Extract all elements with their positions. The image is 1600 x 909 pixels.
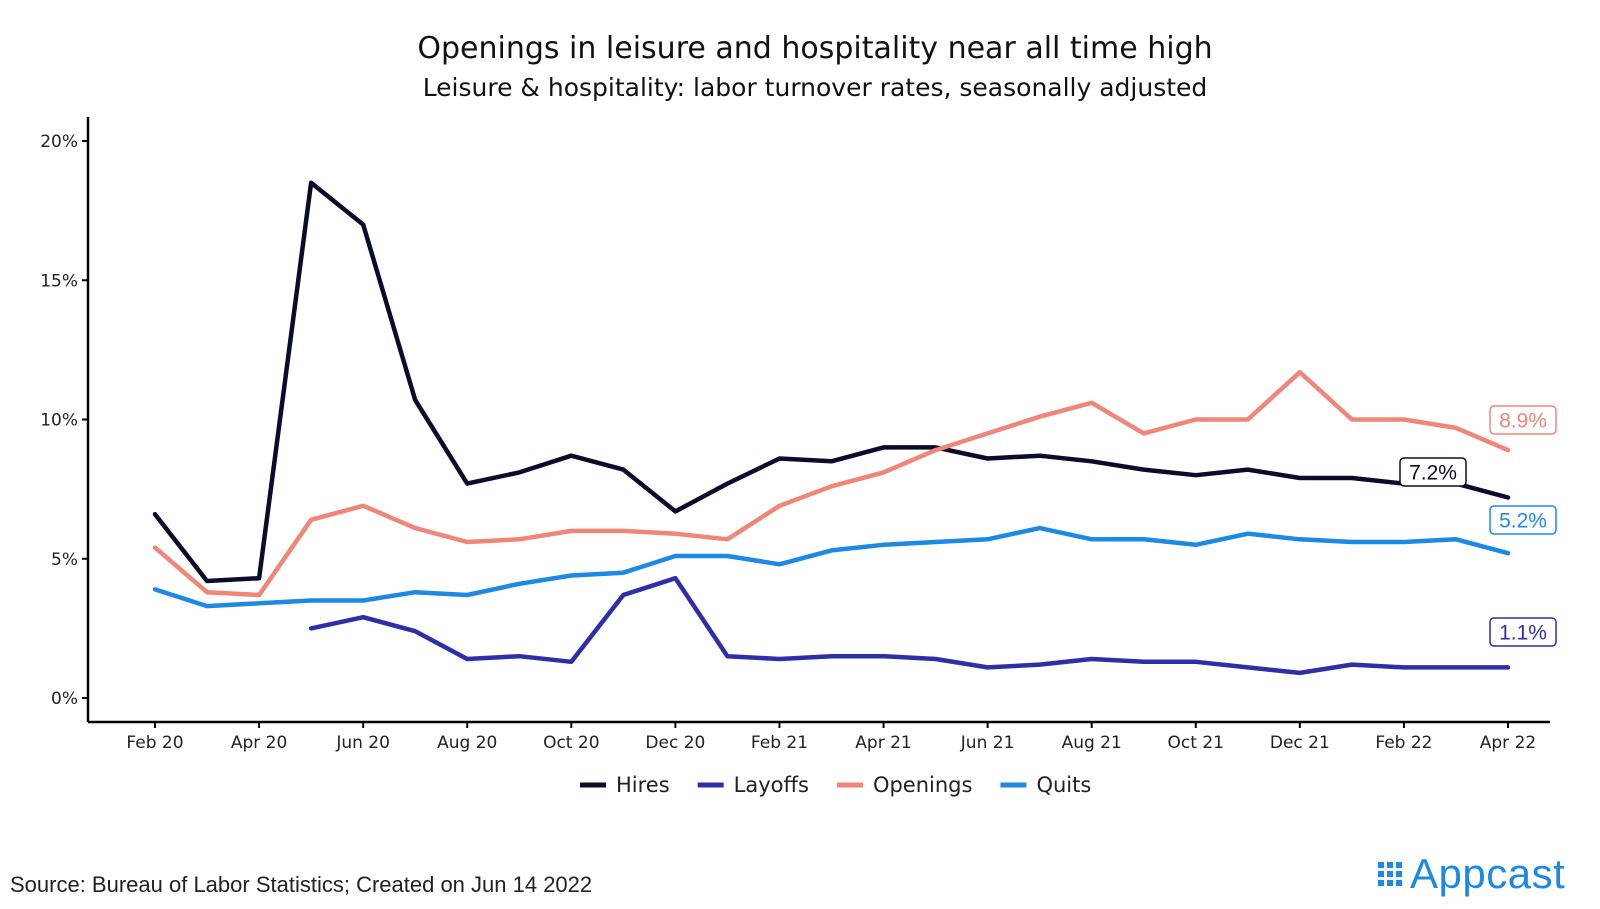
end-label-openings: 8.9% (1489, 405, 1557, 435)
appcast-grid-icon (1378, 862, 1402, 886)
end-label-text: 5.2% (1499, 510, 1547, 533)
x-tick-label: Aug 20 (437, 733, 497, 753)
x-tick-label: Oct 21 (1168, 733, 1224, 753)
brand-name: Appcast (1410, 850, 1566, 897)
y-tick-label: 20% (40, 132, 78, 152)
x-tick-label: Jun 20 (335, 733, 390, 753)
chart-title: Openings in leisure and hospitality near… (417, 31, 1212, 66)
x-tick-label: Feb 20 (126, 733, 183, 753)
series-line-openings (152, 369, 1511, 598)
x-tick-label: Feb 21 (751, 733, 808, 753)
series-line-hires (152, 180, 1511, 584)
legend-label: Openings (873, 773, 973, 797)
legend-item-layoffs: Layoffs (697, 773, 809, 797)
legend: Hires Layoffs Openings Quits (580, 773, 1091, 797)
end-label-box (1489, 405, 1557, 435)
legend-item-quits: Quits (1000, 773, 1091, 797)
legend-item-hires: Hires (580, 773, 670, 797)
end-label-text: 1.1% (1499, 622, 1547, 645)
x-tick-label: Apr 20 (231, 733, 287, 753)
x-tick-label: Feb 22 (1375, 733, 1432, 753)
appcast-logo: Appcast (1378, 850, 1565, 898)
x-tick-label: Apr 21 (855, 733, 911, 753)
end-labels: 7.2% 1.1% 8.9% 5.2% (1399, 405, 1557, 647)
x-tick-label: Jun 21 (960, 733, 1015, 753)
end-label-layoffs: 1.1% (1489, 617, 1557, 647)
chart-subtitle: Leisure & hospitality: labor turnover ra… (423, 73, 1208, 102)
end-label-hires: 7.2% (1399, 457, 1467, 487)
end-label-text: 8.9% (1499, 410, 1547, 433)
y-tick-label: 10% (40, 411, 78, 431)
series-lines (152, 180, 1511, 676)
x-tick-label: Apr 22 (1480, 733, 1536, 753)
end-label-box (1399, 457, 1467, 487)
legend-label: Quits (1036, 773, 1091, 797)
x-tick-label: Dec 21 (1270, 733, 1330, 753)
legend-item-openings: Openings (836, 773, 973, 797)
y-tick-label: 15% (40, 271, 78, 291)
series-line-quits (152, 525, 1511, 609)
y-tick-label: 5% (51, 550, 78, 570)
end-label-box (1489, 505, 1557, 535)
legend-label: Layoffs (734, 773, 809, 797)
end-label-box (1489, 617, 1557, 647)
y-tick-label: 0% (51, 689, 78, 709)
end-label-text: 7.2% (1409, 462, 1457, 485)
y-axis-ticks: 0% 5% 10% 15% 20% (40, 132, 88, 709)
x-tick-label: Oct 20 (543, 733, 599, 753)
x-tick-label: Dec 20 (645, 733, 705, 753)
series-line-layoffs (308, 575, 1511, 676)
end-label-quits: 5.2% (1489, 505, 1557, 535)
x-axis-ticks: Feb 20 Apr 20 Jun 20 Aug 20 Oct 20 Dec 20 Feb … (126, 722, 1536, 753)
source-note: Source: Bureau of Labor Statistics; Crea… (10, 872, 593, 897)
legend-label: Hires (616, 773, 670, 797)
x-tick-label: Aug 21 (1062, 733, 1122, 753)
